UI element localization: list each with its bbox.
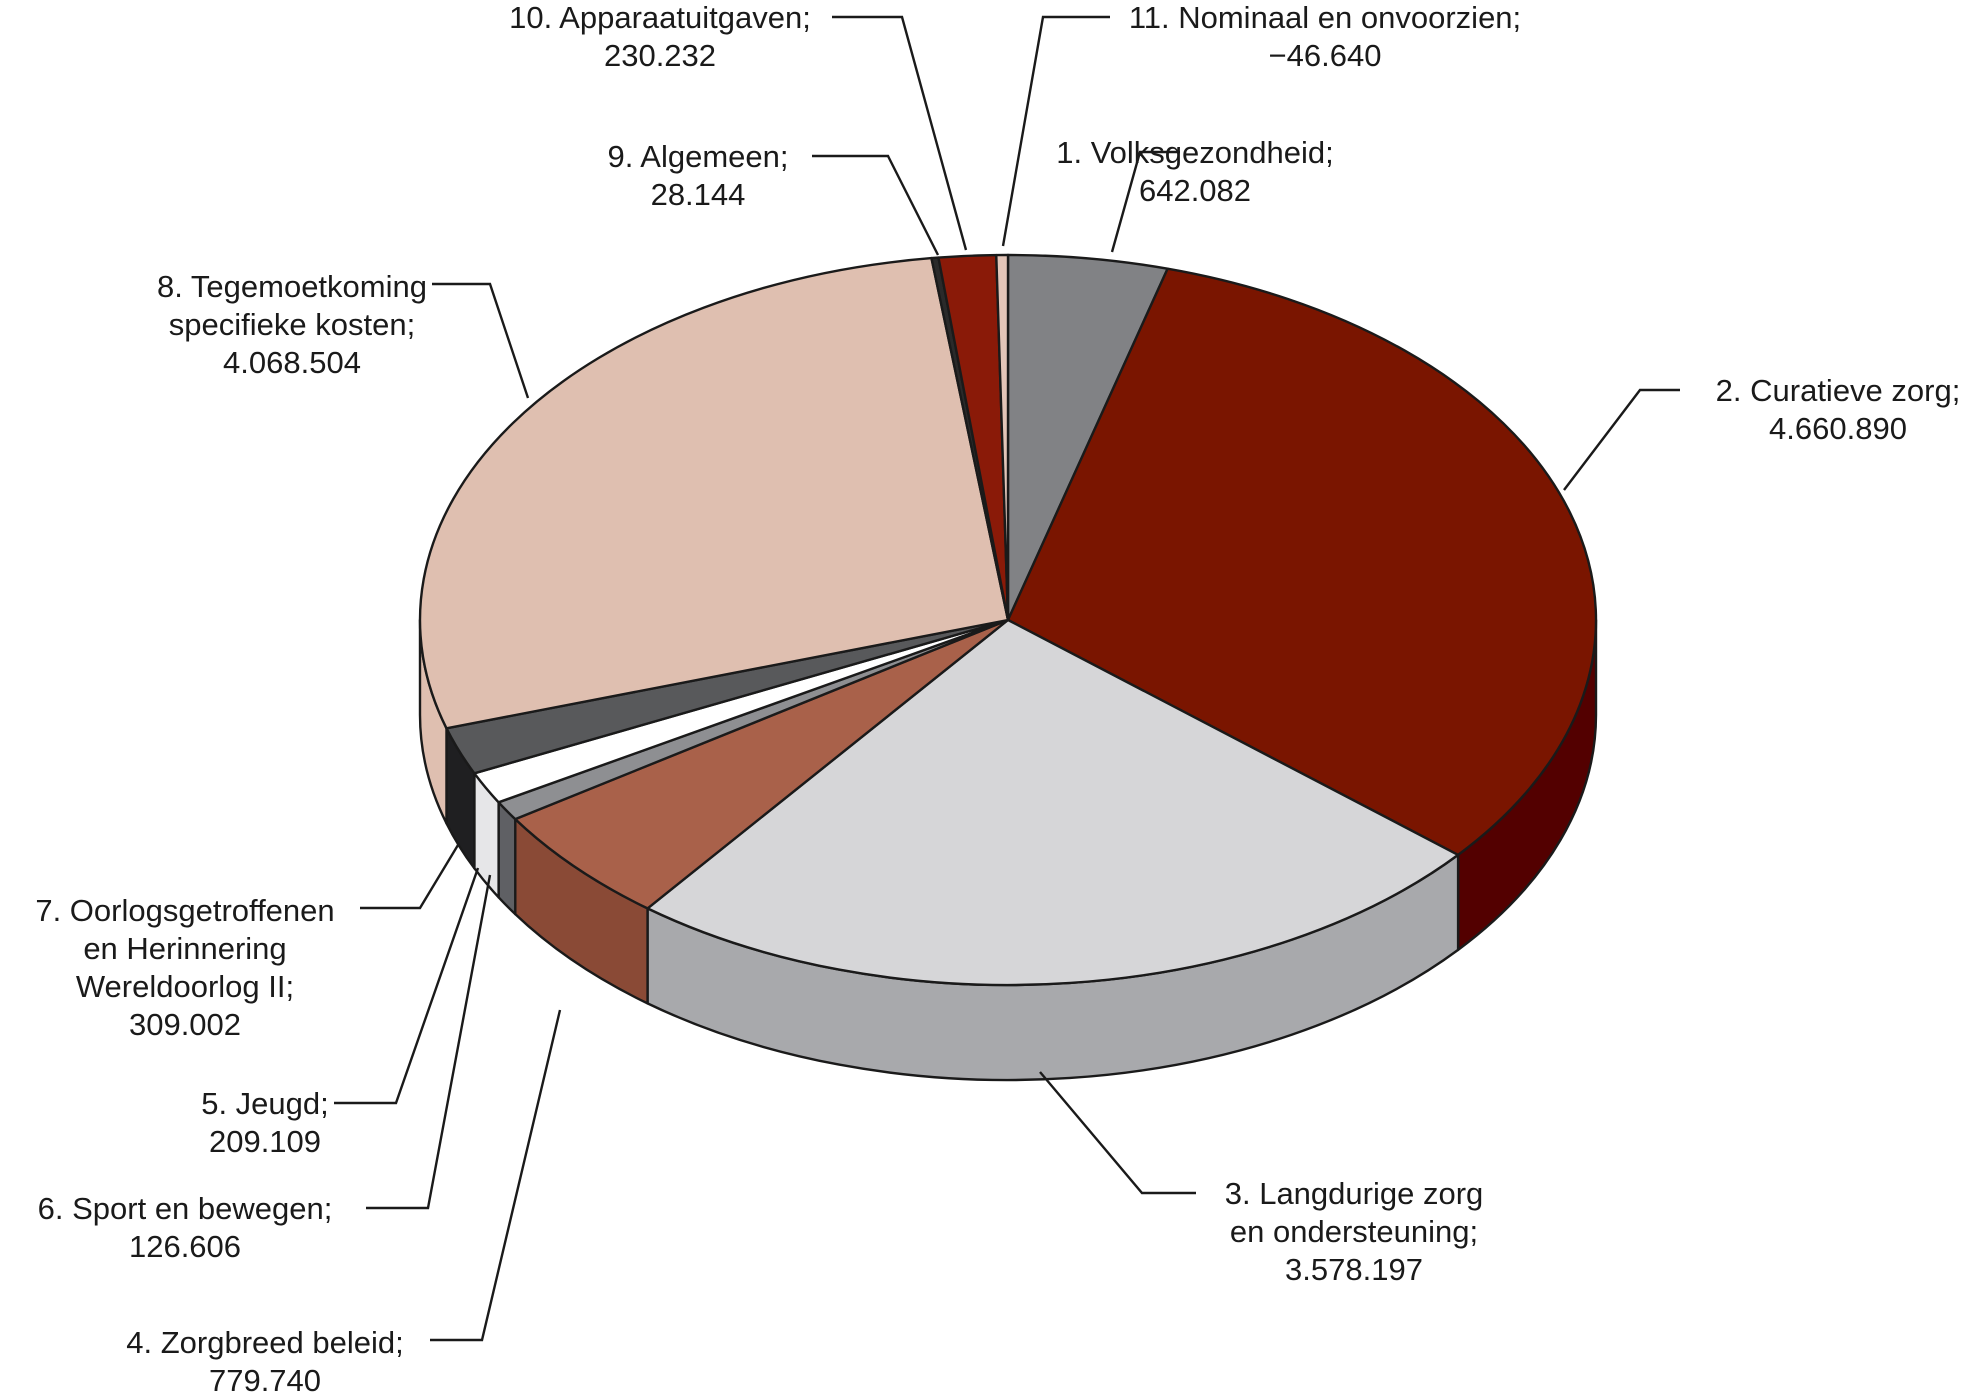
pie-side-6-sport-en-bewegen <box>497 801 517 916</box>
leader-line-11-nominaal-en-onvoorzien <box>1001 15 1110 247</box>
leader-line-8-tegemoetkoming-specifieke-kosten <box>432 282 530 399</box>
leader-line-4-zorgbreed-beleid <box>430 1009 562 1342</box>
leader-line-2-curatieve-zorg <box>1563 388 1680 491</box>
slice-labels: 1. Volksgezondheid;642.082 2. Curatieve z… <box>35 0 1960 1398</box>
slice-label-11-nominaal-en-onvoorzien-line-1: 11. Nominaal en onvoorzien; <box>1129 0 1521 35</box>
pie-tops <box>418 253 1598 987</box>
pie-slice-11-nominaal-en-onvoorzien <box>995 253 1010 622</box>
leader-line-6-sport-en-bewegen <box>366 874 492 1210</box>
slice-label-5-jeugd-line-1: 5. Jeugd; <box>201 1086 329 1121</box>
leader-line-5-jeugd <box>334 867 480 1105</box>
slice-label-6-sport-en-bewegen-line-2: 126.606 <box>129 1229 241 1264</box>
slice-label-1-volksgezondheid-line-1: 1. Volksgezondheid; <box>1056 135 1334 170</box>
leader-line-10-apparaatuitgaven <box>832 15 968 251</box>
slice-label-8-tegemoetkoming-specifieke-kosten-line-2: specifieke kosten; <box>169 307 415 342</box>
slice-label-7-oorlogsgetroffenen-en-herinnering-wereldoorlog-ii-line-2: en Herinnering <box>83 931 286 966</box>
slice-label-9-algemeen-line-1: 9. Algemeen; <box>608 139 789 174</box>
slice-label-3-langdurige-zorg-en-ondersteuning-line-2: en ondersteuning; <box>1230 1214 1478 1249</box>
slice-label-2-curatieve-zorg-line-1: 2. Curatieve zorg; <box>1716 373 1961 408</box>
pie-slice-2-curatieve-zorg <box>1006 267 1598 857</box>
slice-label-11-nominaal-en-onvoorzien-line-2: −46.640 <box>1269 38 1382 73</box>
pie-slice-3-langdurige-zorg-en-ondersteuning <box>646 618 1460 987</box>
slice-label-8-tegemoetkoming-specifieke-kosten-line-3: 4.068.504 <box>223 345 361 380</box>
leader-line-1-volksgezondheid <box>1110 150 1180 253</box>
leader-line-3-langdurige-zorg-en-ondersteuning <box>1039 1071 1196 1195</box>
leader-line-9-algemeen <box>812 154 940 256</box>
slice-label-7-oorlogsgetroffenen-en-herinnering-wereldoorlog-ii-line-1: 7. Oorlogsgetroffenen <box>35 893 334 928</box>
pie-sides <box>418 618 1598 1082</box>
slice-label-7-oorlogsgetroffenen-en-herinnering-wereldoorlog-ii-line-3: Wereldoorlog II; <box>76 969 294 1004</box>
slice-label-4-zorgbreed-beleid-line-2: 779.740 <box>209 1363 321 1398</box>
slice-label-8-tegemoetkoming-specifieke-kosten-line-1: 8. Tegemoetkoming <box>157 269 427 304</box>
slice-label-9-algemeen-line-2: 28.144 <box>651 177 746 212</box>
slice-label-10-apparaatuitgaven-line-1: 10. Apparaatuitgaven; <box>509 0 811 35</box>
slice-label-4-zorgbreed-beleid-line-1: 4. Zorgbreed beleid; <box>126 1325 403 1360</box>
slice-label-2-curatieve-zorg-line-2: 4.660.890 <box>1769 411 1907 446</box>
slice-label-10-apparaatuitgaven-line-2: 230.232 <box>604 38 716 73</box>
leader-lines <box>334 15 1680 1342</box>
slice-label-6-sport-en-bewegen-line-1: 6. Sport en bewegen; <box>38 1191 333 1226</box>
pie-slice-4-zorgbreed-beleid <box>514 618 1010 910</box>
slice-label-7-oorlogsgetroffenen-en-herinnering-wereldoorlog-ii-line-4: 309.002 <box>129 1007 241 1042</box>
pie-slice-8-tegemoetkoming-specifieke-kosten <box>418 256 1010 730</box>
slice-label-5-jeugd-line-2: 209.109 <box>209 1124 321 1159</box>
slice-label-3-langdurige-zorg-en-ondersteuning-line-3: 3.578.197 <box>1285 1252 1423 1287</box>
slice-label-3-langdurige-zorg-en-ondersteuning-line-1: 3. Langdurige zorg <box>1225 1176 1484 1211</box>
slice-label-1-volksgezondheid-line-2: 642.082 <box>1139 173 1251 208</box>
leader-line-7-oorlogsgetroffenen-en-herinnering-wereldoorlog-ii <box>360 844 460 910</box>
